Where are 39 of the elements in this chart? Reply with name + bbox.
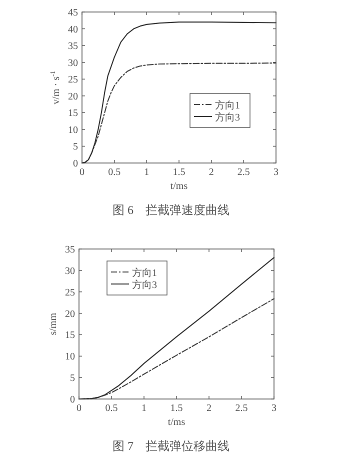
- x-tick-label: 3: [274, 167, 278, 178]
- legend-label: 方向3: [215, 112, 240, 124]
- text: 图 6 拦截弹速度曲线: [112, 203, 230, 217]
- y-tick-label: 40: [68, 24, 78, 36]
- y-tick-label: 35: [65, 244, 75, 256]
- y-tick-label: 20: [65, 308, 75, 320]
- text: 图 7 拦截弹位移曲线: [112, 439, 230, 453]
- x-axis-title: t/ms: [168, 417, 186, 428]
- x-tick-label: 2: [208, 167, 214, 178]
- y-tick-label: 15: [65, 330, 75, 342]
- x-tick-label: 1.5: [172, 167, 186, 178]
- y-tick-label: 45: [68, 8, 78, 18]
- y-tick-label: 5: [73, 142, 78, 153]
- legend-label: 方向3: [132, 279, 157, 291]
- y-tick-label: 35: [68, 41, 78, 52]
- x-tick-label: 2.5: [235, 403, 248, 414]
- x-tick-label: 0.5: [105, 403, 118, 414]
- x-tick-label: 1.5: [170, 403, 183, 414]
- y-axis-title: s/mm: [48, 312, 59, 336]
- y-tick-label: 0: [73, 158, 78, 170]
- x-tick-label: 0.5: [108, 167, 121, 178]
- y-tick-label: 0: [70, 394, 75, 406]
- x-tick-label: 1: [144, 167, 150, 178]
- y-tick-label: 10: [68, 124, 78, 136]
- y-tick-label: 25: [65, 287, 75, 298]
- y-tick-label: 10: [65, 352, 75, 363]
- x-tick-label: 2: [206, 403, 212, 414]
- y-tick-label: 25: [68, 74, 78, 86]
- legend-label: 方向1: [215, 100, 240, 112]
- x-tick-label: 1: [142, 403, 146, 414]
- y-tick-label: 15: [68, 108, 78, 120]
- x-tick-label: 3: [272, 403, 276, 414]
- legend-label: 方向1: [132, 267, 157, 279]
- y-tick-label: 30: [68, 58, 78, 69]
- x-axis-title: t/ms: [170, 181, 188, 192]
- y-tick-label: 30: [65, 266, 75, 277]
- x-tick-label: 2.5: [237, 167, 250, 178]
- y-tick-label: 20: [68, 91, 78, 102]
- y-tick-label: 5: [70, 373, 75, 384]
